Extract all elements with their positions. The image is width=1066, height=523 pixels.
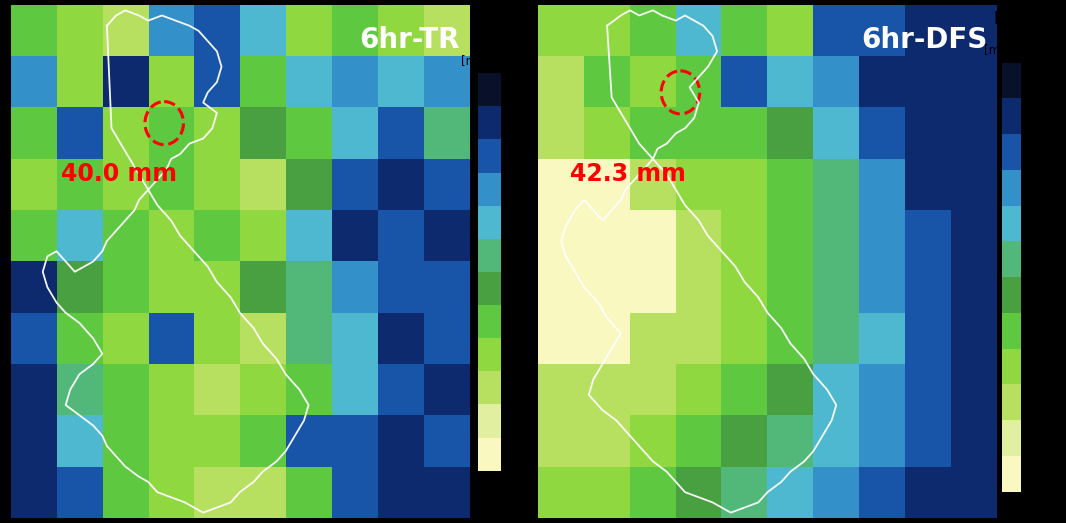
Text: 56 - 60: 56 - 60 <box>1027 467 1066 480</box>
Bar <box>1002 170 1021 206</box>
Text: 26 - 30: 26 - 30 <box>1027 253 1066 266</box>
Text: 10: 10 <box>510 117 527 129</box>
Bar <box>478 206 501 239</box>
Text: 46 - 50: 46 - 50 <box>1027 396 1066 409</box>
Text: [mm/6hr]: [mm/6hr] <box>462 54 517 67</box>
Bar <box>1002 384 1021 420</box>
Bar <box>1002 242 1021 277</box>
Text: 55: 55 <box>510 415 527 427</box>
Bar <box>478 140 501 173</box>
Bar <box>478 106 501 140</box>
Text: TR: TR <box>478 24 501 41</box>
Bar <box>478 305 501 338</box>
Text: 40: 40 <box>510 315 526 328</box>
Text: [mm/6hr]: [mm/6hr] <box>984 43 1039 56</box>
Bar <box>478 371 501 404</box>
Bar <box>478 73 501 106</box>
Bar <box>1002 277 1021 313</box>
Bar <box>478 239 501 272</box>
Bar <box>1002 313 1021 349</box>
Text: 51 - 55: 51 - 55 <box>1027 431 1066 445</box>
Bar <box>1002 98 1021 134</box>
Bar <box>1002 134 1021 170</box>
Bar <box>478 438 501 471</box>
Text: 42.3 mm: 42.3 mm <box>570 162 687 186</box>
Text: 30: 30 <box>510 249 527 262</box>
Text: 45: 45 <box>510 348 527 361</box>
Text: 5: 5 <box>510 83 518 96</box>
Text: 11 - 15: 11 - 15 <box>1027 145 1066 158</box>
Text: 31 - 35: 31 - 35 <box>1027 289 1066 302</box>
Bar <box>1002 456 1021 492</box>
Bar <box>478 173 501 206</box>
Bar <box>1002 206 1021 242</box>
Text: 6 - 10: 6 - 10 <box>1027 110 1062 123</box>
Text: 6hr-DFS: 6hr-DFS <box>861 26 987 54</box>
Bar <box>478 338 501 371</box>
Text: 25: 25 <box>510 216 527 229</box>
Text: 41 - 45: 41 - 45 <box>1027 360 1066 373</box>
Bar <box>1002 63 1021 98</box>
Bar <box>478 404 501 438</box>
Text: 15: 15 <box>510 150 527 163</box>
Text: 40.0 mm: 40.0 mm <box>61 162 177 186</box>
Text: 50: 50 <box>510 381 527 394</box>
Text: 0 - 5: 0 - 5 <box>1027 74 1053 87</box>
Text: 6hr-TR: 6hr-TR <box>359 26 459 54</box>
Text: 16 - 20: 16 - 20 <box>1027 181 1066 195</box>
Text: 20: 20 <box>510 183 527 196</box>
Text: 60: 60 <box>510 448 526 461</box>
Bar <box>478 272 501 305</box>
Bar <box>1002 349 1021 384</box>
Bar <box>1002 420 1021 456</box>
Text: 36 - 40: 36 - 40 <box>1027 324 1066 337</box>
Text: 35: 35 <box>510 282 527 295</box>
Text: DFS: DFS <box>994 10 1030 28</box>
Text: 21 - 25: 21 - 25 <box>1027 217 1066 230</box>
